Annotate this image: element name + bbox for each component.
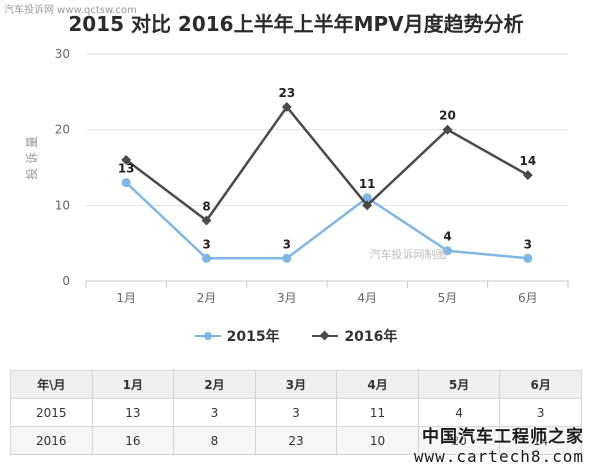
table-header-cell: 5月: [417, 370, 501, 399]
data-point-circle: [443, 246, 452, 256]
logo-line-1: 中国汽车工程师之家: [422, 427, 584, 447]
x-tick-label: 1月: [116, 291, 136, 305]
data-label-layer: 13 3 3 11 4 3 8 23 20 14: [118, 86, 536, 251]
table-header-cell: 3月: [254, 370, 338, 399]
data-label: 3: [524, 237, 532, 251]
chart-legend: 2015年 2016年: [0, 326, 592, 346]
table-cell: 8: [173, 426, 256, 455]
table-cell: 3: [173, 398, 256, 427]
legend-item-2015[interactable]: 2015年: [194, 326, 280, 346]
data-label: 3: [283, 237, 291, 251]
data-label: 11: [359, 177, 376, 191]
x-tick-label: 4月: [357, 291, 377, 305]
data-label: 20: [439, 109, 456, 123]
x-tick-label: 3月: [277, 291, 297, 305]
x-tick-label: 6月: [518, 291, 538, 305]
table-header-cell: 1月: [91, 370, 175, 399]
legend-swatch-2015: [194, 331, 221, 341]
legend-item-2016[interactable]: 2016年: [312, 326, 397, 346]
y-tick-label: 10: [55, 198, 70, 212]
table-cell: 20: [417, 426, 501, 455]
logo-line-2: www.cartech8.com: [413, 447, 584, 466]
watermark-center-text: 汽车投诉网制图: [370, 247, 447, 261]
table-cell: 2016: [10, 426, 93, 455]
table-header-row: 年\月 1月 2月 3月 4月 5月 6月: [10, 370, 582, 399]
line-chart: 0 10 20 30 1月 2月 3月 4月 5月 6月 13 3 3 11 4 3 8 23 20 14 汽车投诉…: [24, 47, 569, 305]
data-point-circle: [121, 178, 131, 188]
series-layer: [121, 102, 533, 263]
data-point-circle: [523, 253, 533, 263]
grid-layer: [86, 53, 568, 206]
table-cell: 16: [91, 426, 175, 455]
series-line-2015年: [125, 181, 528, 260]
table-cell: 11: [336, 398, 419, 427]
data-point-circle: [202, 253, 211, 263]
x-tick-label: 5月: [438, 291, 458, 305]
y-axis-label: 投 诉 量: [24, 136, 39, 180]
table-header-cell: 4月: [336, 370, 419, 399]
axis-layer: 0 10 20 30 1月 2月 3月 4月 5月 6月: [55, 47, 569, 305]
data-point-diamond: [442, 124, 453, 135]
table-cell: 23: [254, 426, 338, 455]
table-header-cell: 6月: [499, 370, 582, 399]
legend-label-2015: 2015年: [226, 329, 280, 345]
watermark-top-text: 汽车投诉网 www.qctsw.com: [4, 5, 137, 16]
data-label: 23: [278, 86, 295, 100]
legend-swatch-2016: [312, 330, 339, 341]
data-label: 14: [519, 154, 536, 168]
table-cell: 14: [499, 426, 582, 455]
data-label: 8: [202, 199, 210, 213]
data-point-diamond: [121, 154, 132, 165]
data-table: 年\月 1月 2月 3月 4月 5月 6月 2015 13 3 3 11 4 3…: [10, 370, 582, 455]
table-cell: 10: [336, 426, 419, 455]
data-label: 13: [118, 162, 135, 176]
table-cell: 2015: [10, 398, 93, 427]
series-line-2016年: [125, 105, 529, 222]
site-logo-watermark: 中国汽车工程师之家 www.cartech8.com: [414, 422, 584, 466]
table-header-cell: 2月: [173, 370, 256, 399]
table-row: 2015 13 3 3 11 4 3: [10, 398, 582, 427]
y-tick-label: 20: [55, 123, 70, 137]
data-point-circle: [362, 193, 372, 203]
data-label: 3: [202, 237, 210, 251]
table-header-cell: 年\月: [10, 370, 93, 399]
y-tick-label: 30: [55, 47, 70, 61]
y-tick-label: 0: [62, 274, 70, 288]
data-label: 4: [443, 230, 451, 244]
data-point-circle: [282, 253, 292, 263]
chart-title: 2015 对比 2016上半年上半年MPV月度趋势分析: [68, 12, 524, 36]
table-cell: 13: [91, 398, 175, 427]
x-tick-label: 2月: [197, 291, 217, 305]
legend-label-2016: 2016年: [344, 329, 398, 345]
data-point-diamond: [201, 215, 212, 226]
data-point-diamond: [362, 200, 373, 211]
data-point-diamond: [522, 170, 533, 181]
table-cell: 3: [254, 398, 338, 427]
table-row: 2016 16 8 23 10 20 14: [10, 426, 582, 455]
